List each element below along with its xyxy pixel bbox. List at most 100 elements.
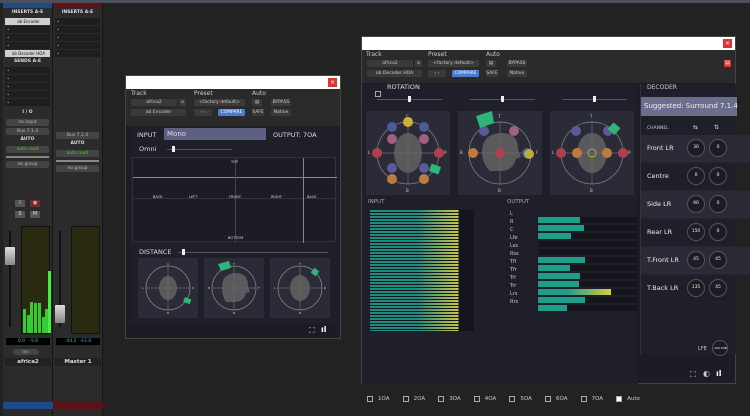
solo-button[interactable]: S: [15, 211, 25, 218]
back-view-panel[interactable]: T L R B: [270, 258, 330, 318]
omni-slider[interactable]: [167, 146, 232, 152]
group-selector[interactable]: no group: [6, 161, 49, 168]
output-row-Lss: Lss: [510, 243, 640, 255]
plugin-menu-icon[interactable]: ▤: [724, 60, 731, 67]
azimuth-knob[interactable]: 135: [687, 279, 705, 297]
insert-selector[interactable]: ab Encoder: [131, 109, 186, 116]
insert-selector[interactable]: ab Decoder HOA: [367, 70, 422, 77]
insert-slot-a[interactable]: •: [55, 18, 100, 25]
order-checkbox-2oa[interactable]: [402, 395, 409, 402]
order-checkbox-6oa[interactable]: [544, 395, 551, 402]
azimuth-knob[interactable]: 30: [687, 139, 705, 157]
mute-button[interactable]: M: [30, 211, 40, 218]
rotation-pitch-slider[interactable]: [470, 96, 535, 102]
azimuth-knob[interactable]: 45: [687, 251, 705, 269]
insert-slot-c[interactable]: •: [55, 34, 100, 41]
track-selector[interactable]: africa2: [131, 99, 177, 106]
safe-button[interactable]: SAFE: [252, 109, 264, 116]
record-enable-button[interactable]: ●: [30, 200, 40, 207]
distance-slider[interactable]: [178, 249, 328, 255]
theme-toggle-icon[interactable]: ◐: [703, 369, 710, 378]
automation-button[interactable]: ▤: [252, 99, 262, 106]
svg-text:L: L: [552, 150, 555, 155]
automation-mode-selector[interactable]: auto read: [6, 146, 49, 153]
decoder-preset-selector[interactable]: Suggested: Surround 7.1.4: [641, 97, 738, 116]
lfe-gain-knob[interactable]: -100.0dB: [712, 340, 728, 356]
insert-slot-e[interactable]: ab Decoder HOA: [5, 50, 50, 57]
send-slot-a[interactable]: •: [5, 67, 50, 74]
elevation-knob[interactable]: 45: [709, 279, 727, 297]
fullscreen-icon[interactable]: ⛶: [690, 370, 696, 379]
group-selector[interactable]: no group: [56, 165, 99, 172]
compare-button[interactable]: COMPARE: [218, 109, 245, 116]
level-meter: [71, 226, 100, 334]
insert-slot-c[interactable]: •: [5, 34, 50, 41]
order-checkbox-5oa[interactable]: [509, 395, 516, 402]
elevation-knob[interactable]: 45: [709, 251, 727, 269]
svg-text:T: T: [589, 114, 593, 119]
elevation-knob[interactable]: 0: [709, 139, 727, 157]
top-view-panel[interactable]: C L R B: [366, 111, 450, 195]
fullscreen-icon[interactable]: ⛶: [309, 326, 315, 335]
input-selector[interactable]: no input: [6, 119, 49, 126]
bypass-button[interactable]: BYPASS: [271, 99, 291, 106]
track-name[interactable]: Master 1: [55, 358, 101, 366]
azimuth-knob[interactable]: 90: [687, 195, 705, 213]
bypass-button[interactable]: BYPASS: [507, 60, 527, 67]
order-checkbox-7oa[interactable]: [580, 395, 587, 402]
insert-slot-d[interactable]: •: [55, 42, 100, 49]
close-button[interactable]: ×: [723, 39, 732, 48]
volume-fader[interactable]: [5, 247, 15, 265]
output-selector[interactable]: Bus 7.1.4: [56, 132, 99, 139]
mixer-strip-africa2: INSERTS A-E ab Encoder • • • ab Decoder …: [3, 3, 53, 416]
input-monitor-button[interactable]: I: [15, 200, 25, 207]
preset-nav-buttons[interactable]: ‹ ›: [428, 70, 446, 77]
send-slot-e[interactable]: •: [5, 99, 50, 106]
panner-grid[interactable]: TOP BACK LEFT FRONT RIGHT BACK BOTTOM: [132, 157, 337, 243]
elevation-knob[interactable]: 0: [709, 195, 727, 213]
insert-slot-b[interactable]: •: [5, 26, 50, 33]
azimuth-knob[interactable]: 150: [687, 223, 705, 241]
rotation-checkbox[interactable]: [375, 83, 386, 102]
title-bar[interactable]: ×: [362, 37, 735, 50]
input-format-selector[interactable]: Mono: [164, 128, 266, 140]
compare-button[interactable]: COMPARE: [452, 70, 479, 77]
send-slot-d[interactable]: •: [5, 91, 50, 98]
side-view-panel[interactable]: T B F B: [204, 258, 264, 318]
preset-selector[interactable]: <factory default>: [428, 60, 479, 67]
strip-color-footer: [3, 402, 53, 409]
track-suffix-selector[interactable]: a: [179, 99, 186, 106]
channel-name: T.Back LR: [647, 284, 679, 292]
insert-slot-b[interactable]: •: [55, 26, 100, 33]
back-view-panel[interactable]: T L R B: [550, 111, 634, 195]
preset-selector[interactable]: <factory default>: [194, 99, 245, 106]
preset-nav-buttons[interactable]: ‹ ›: [194, 109, 212, 116]
insert-slot-a[interactable]: ab Encoder: [5, 18, 50, 25]
azimuth-knob[interactable]: 0: [687, 167, 705, 185]
automation-mode-selector[interactable]: auto read: [56, 150, 99, 157]
close-button[interactable]: ×: [328, 78, 337, 87]
track-suffix-selector[interactable]: a: [415, 60, 422, 67]
side-view-panel[interactable]: T B F B: [458, 111, 542, 195]
order-checkbox-3oa[interactable]: [438, 395, 445, 402]
track-selector[interactable]: africa2: [367, 60, 413, 67]
order-checkbox-auto[interactable]: [616, 395, 623, 402]
automation-button[interactable]: ▤: [486, 60, 496, 67]
title-bar[interactable]: ×: [126, 76, 340, 89]
elevation-knob[interactable]: 0: [709, 223, 727, 241]
order-checkbox-1oa[interactable]: [367, 395, 373, 402]
order-checkbox-4oa[interactable]: [473, 395, 480, 402]
insert-slot-e[interactable]: •: [55, 50, 100, 57]
output-selector[interactable]: Bus 7.1.4: [6, 128, 49, 135]
elevation-knob[interactable]: 0: [709, 167, 727, 185]
track-name[interactable]: africa2: [5, 358, 51, 366]
insert-slot-d[interactable]: •: [5, 42, 50, 49]
volume-fader[interactable]: [55, 305, 65, 323]
safe-button[interactable]: SAFE: [486, 70, 498, 77]
send-slot-c[interactable]: •: [5, 83, 50, 90]
rotation-yaw-slider[interactable]: [377, 96, 442, 102]
send-slot-b[interactable]: •: [5, 75, 50, 82]
top-view-panel[interactable]: C L R B: [138, 258, 198, 318]
rotation-roll-slider[interactable]: [562, 96, 627, 102]
dyn-button[interactable]: dyn: [13, 349, 39, 355]
